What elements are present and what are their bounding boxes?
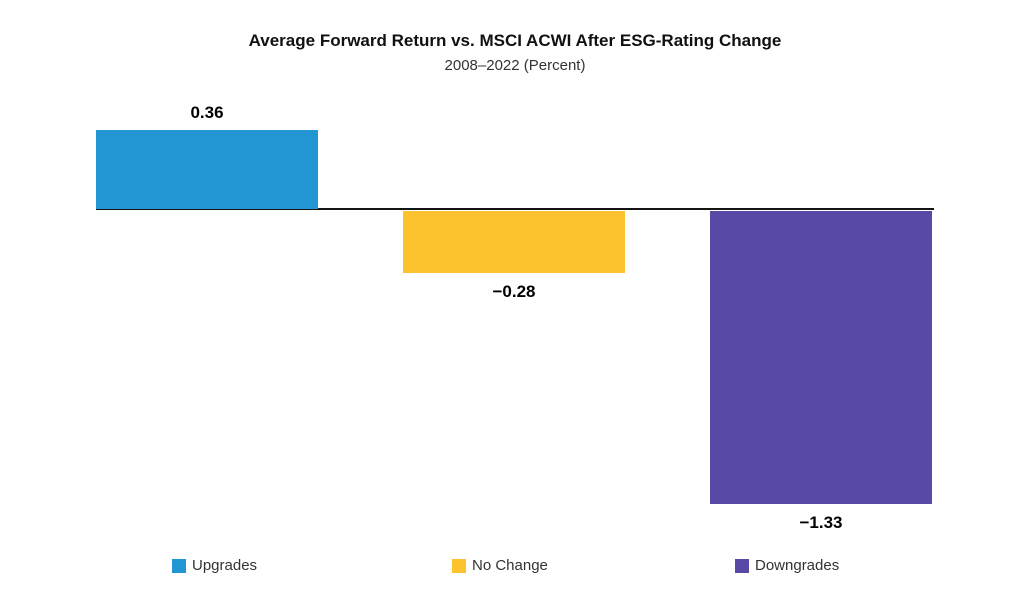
- chart-title: Average Forward Return vs. MSCI ACWI Aft…: [248, 31, 782, 50]
- legend-swatch-icon: [172, 559, 186, 573]
- value-label-no-change: −0.28: [492, 282, 536, 301]
- legend-label: No Change: [472, 557, 548, 574]
- chart-subtitle: 2008–2022 (Percent): [444, 57, 586, 74]
- legend-item-no-change: No Change: [452, 556, 548, 576]
- bar-no-change: [403, 211, 625, 273]
- legend-swatch-icon: [735, 559, 749, 573]
- value-label-upgrades: 0.36: [190, 103, 224, 122]
- bar-upgrades: [96, 130, 318, 209]
- legend-swatch-icon: [452, 559, 466, 573]
- zero-axis-line: [96, 208, 934, 210]
- legend-label: Upgrades: [192, 557, 258, 574]
- legend-label: Downgrades: [755, 557, 840, 574]
- value-label-downgrades: −1.33: [799, 513, 843, 532]
- bar-downgrades: [710, 211, 932, 504]
- legend-item-upgrades: Upgrades: [172, 556, 257, 576]
- legend-item-downgrades: Downgrades: [735, 556, 839, 576]
